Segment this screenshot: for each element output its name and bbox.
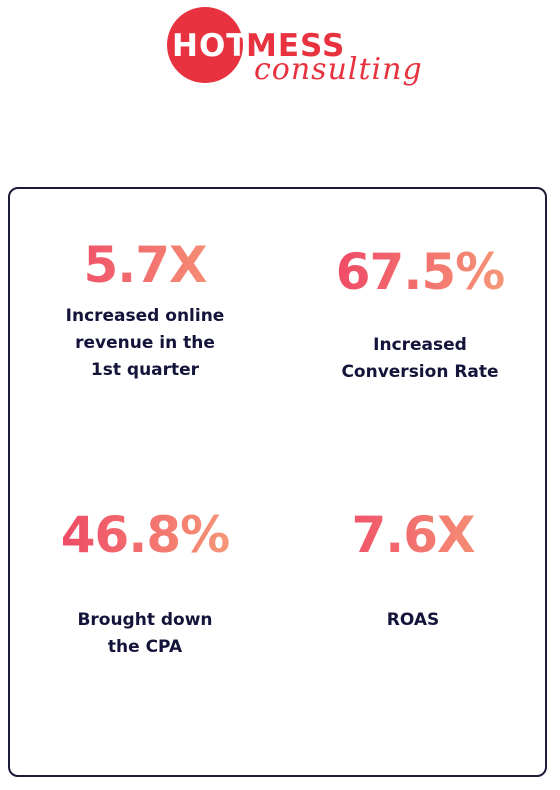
stat-value: 67.5% (300, 242, 540, 302)
stat-label: ROAS (386, 610, 440, 630)
stat-value: 7.6X (293, 505, 533, 565)
logo-script: consulting (254, 52, 423, 87)
stat: 5.7X Increased online revenue in the 1st … (25, 235, 265, 384)
logo-circle (167, 7, 243, 83)
stat-label: Increased Conversion Rate (341, 335, 499, 382)
logo-mess: MESS (246, 28, 346, 64)
stat: 7.6X ROAS (293, 505, 533, 634)
logo-hot: HOT (172, 28, 249, 64)
stat-label: Brought down the CPA (77, 610, 213, 657)
stats-card (8, 187, 547, 777)
stat-value: 5.7X (25, 235, 265, 295)
stat-value: 46.8% (25, 505, 265, 565)
stat: 46.8% Brought down the CPA (25, 505, 265, 661)
stat-label: Increased online revenue in the 1st quar… (65, 306, 225, 380)
stat: 67.5% Increased Conversion Rate (300, 242, 540, 386)
